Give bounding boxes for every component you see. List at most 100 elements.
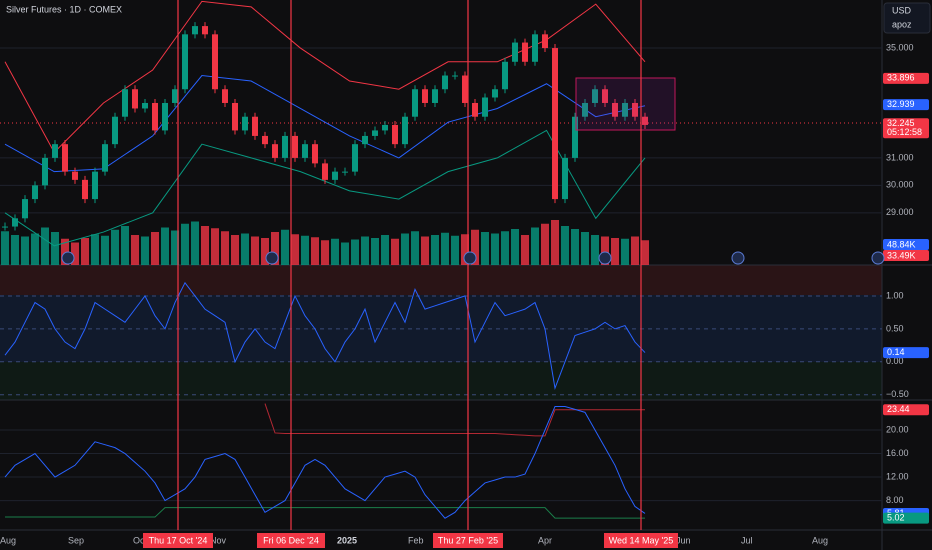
drawn-rectangle[interactable] <box>575 77 676 131</box>
time-label: 2025 <box>337 535 357 545</box>
event-label: Fri 06 Dec '24 <box>263 535 319 545</box>
volume-bar <box>151 232 159 265</box>
candle-body <box>412 89 418 117</box>
price-badge <box>883 512 929 524</box>
icon[interactable] <box>463 251 477 265</box>
icon[interactable] <box>598 251 612 265</box>
event-label: Thu 17 Oct '24 <box>149 535 208 545</box>
price-badge <box>883 99 929 111</box>
y-tick-label: 20.00 <box>886 424 909 434</box>
volume-bar <box>511 229 519 265</box>
candle-body <box>192 26 198 35</box>
candle-body <box>92 171 98 200</box>
volume-bar <box>121 226 129 265</box>
time-label: Aug <box>0 535 16 545</box>
candle-body <box>262 135 268 145</box>
volume-bar <box>551 220 559 265</box>
candle-body <box>122 89 128 117</box>
candle-body <box>202 26 208 35</box>
candle-body <box>282 135 288 158</box>
volume-bar <box>491 233 499 265</box>
volume-bar <box>351 239 359 265</box>
volume-bar <box>471 229 479 265</box>
volume-bar <box>271 232 279 265</box>
volume-bar <box>611 238 619 265</box>
volume-bar <box>101 235 109 265</box>
volume-bar <box>501 231 509 265</box>
candle-body <box>302 144 308 158</box>
candle-body <box>332 171 338 180</box>
volume-bar <box>381 235 389 265</box>
candle-body <box>532 34 538 62</box>
series-line <box>264 403 645 437</box>
event-label-box <box>604 533 678 548</box>
candle-body <box>112 116 118 145</box>
volume-bar <box>341 242 349 265</box>
event-label: Wed 14 May '25 <box>609 535 674 545</box>
price-badge <box>883 72 929 84</box>
time-label: Jul <box>741 535 753 545</box>
candle-body <box>242 116 248 131</box>
event-lines <box>177 0 642 530</box>
price-badge-text: 33.896 <box>887 73 915 83</box>
volume-bar <box>291 234 299 265</box>
volume-badge <box>883 239 929 250</box>
candle-body <box>232 102 238 131</box>
candle-body <box>602 89 608 103</box>
volume-bar <box>191 221 199 265</box>
volume-bar <box>171 230 179 265</box>
osc-overbought-zone <box>0 265 882 295</box>
candle-body <box>272 144 278 158</box>
candle-body <box>372 130 378 136</box>
volume-badges: 48.84K 33.49K <box>883 239 929 261</box>
volume-bar <box>21 236 29 265</box>
volume-bar <box>31 233 39 265</box>
volume-bar <box>1 231 9 265</box>
icon[interactable] <box>61 251 75 265</box>
candle-body <box>292 135 298 158</box>
time-label: Jun <box>676 535 691 545</box>
volume-bar <box>431 235 439 265</box>
volume-bar <box>631 236 639 265</box>
last-price-text: 32.245 <box>887 118 915 128</box>
price-badge <box>883 404 929 416</box>
event-label-box <box>433 533 503 548</box>
series-line <box>4 405 646 519</box>
candle-body <box>482 97 488 117</box>
currency-box[interactable] <box>883 2 931 34</box>
candle-body <box>12 218 18 227</box>
volume-bar <box>161 227 169 265</box>
candle-body <box>2 226 8 228</box>
candle-body <box>402 116 408 145</box>
candle-body <box>472 102 478 117</box>
series-line <box>4 0 646 154</box>
candle-body <box>452 75 458 77</box>
icon[interactable] <box>871 251 885 265</box>
user: apoz <box>892 19 912 29</box>
volume-bar <box>621 238 629 265</box>
series-line <box>5 507 645 519</box>
candle-body <box>432 89 438 103</box>
series-line <box>4 281 646 391</box>
countdown-text: 05:12:58 <box>887 127 922 137</box>
candle-body <box>392 124 398 145</box>
volume-bar <box>261 238 269 265</box>
y-tick-label: 1.00 <box>886 290 904 300</box>
volume-bar <box>91 234 99 265</box>
icon[interactable] <box>265 251 279 265</box>
time-label: Feb <box>408 535 424 545</box>
candle-body <box>612 102 618 117</box>
volume-bar <box>211 228 219 265</box>
volume-bar <box>641 240 649 265</box>
volume-bar <box>521 235 529 265</box>
volume-bar <box>131 235 139 265</box>
currency: USD <box>892 5 912 15</box>
volume-bar <box>81 238 89 265</box>
candle-body <box>552 48 558 200</box>
volume-bar <box>451 235 459 265</box>
candle-body <box>62 144 68 172</box>
candle-body <box>572 116 578 158</box>
icon[interactable] <box>731 251 745 265</box>
candle-body <box>132 89 138 109</box>
